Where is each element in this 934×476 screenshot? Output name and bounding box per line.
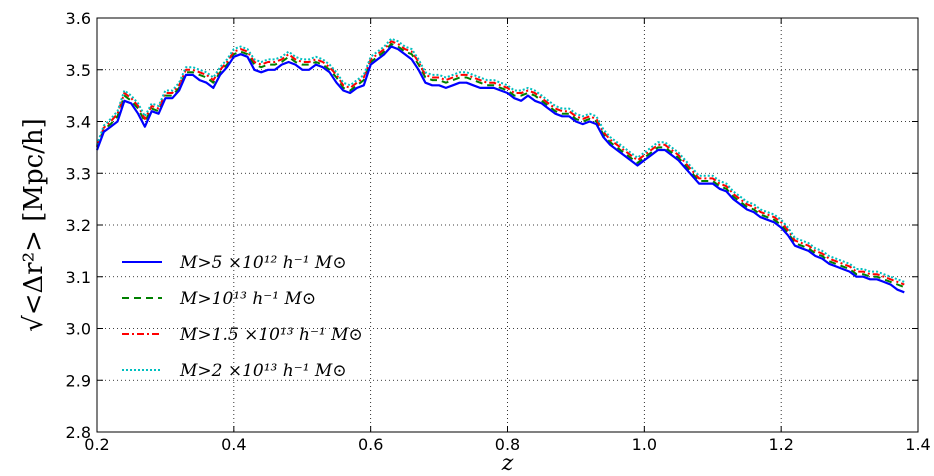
series-line-2 [96, 42, 905, 289]
legend-label-4: M>2 ×10¹³ h⁻¹ M⊙ [179, 361, 347, 381]
y-tick-label: 3.6 [66, 9, 91, 28]
ticks: 0.2 0.4 0.6 0.8 1.0 1.2 1.4 2.8 2.9 3.0 3.1 3.2 3.3 3… [66, 9, 931, 454]
series-line-3 [96, 40, 905, 286]
y-tick-label: 3.1 [66, 268, 91, 287]
legend: M>5 ×10¹² h⁻¹ M⊙ M>10¹³ h⁻¹ M⊙ M>1.5 ×10¹³… [122, 253, 363, 381]
series-group [95, 37, 905, 294]
y-tick-label: 3.4 [66, 113, 91, 132]
series-line-4 [96, 37, 905, 283]
legend-label-2: M>10¹³ h⁻¹ M⊙ [179, 289, 316, 309]
x-tick-label: 0.4 [221, 435, 246, 454]
legend-label-1: M>5 ×10¹² h⁻¹ M⊙ [179, 253, 347, 273]
x-tick-label: 1.4 [905, 435, 930, 454]
x-tick-label: 0.8 [495, 435, 520, 454]
y-tick-label: 3.0 [66, 320, 91, 339]
y-axis-label-text: √<Δr²> [Mpc/h] [19, 118, 49, 332]
y-tick-label: 2.9 [66, 371, 91, 390]
y-tick-label: 3.3 [66, 164, 91, 183]
x-tick-label: 1.0 [632, 435, 657, 454]
series-line-1 [95, 45, 905, 294]
y-tick-label: 2.8 [66, 423, 91, 442]
y-tick-label: 3.2 [66, 216, 91, 235]
y-axis-label: √<Δr²> [Mpc/h] [19, 118, 49, 332]
y-tick-label: 3.5 [66, 61, 91, 80]
x-tick-label: 0.2 [84, 435, 109, 454]
x-axis-label: z [501, 451, 514, 476]
x-tick-label: 0.6 [358, 435, 383, 454]
x-tick-label: 1.2 [768, 435, 793, 454]
legend-label-3: M>1.5 ×10¹³ h⁻¹ M⊙ [179, 325, 363, 345]
